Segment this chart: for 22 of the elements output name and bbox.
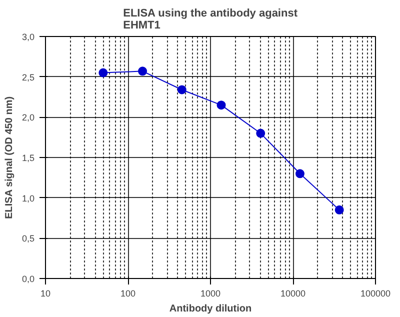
- chart-title: ELISA using the antibody against EHMT1: [123, 8, 298, 32]
- y-tick-label: 1,5: [22, 153, 35, 163]
- y-tick-label: 2,0: [22, 112, 35, 123]
- y-tick-label: 1,0: [22, 193, 35, 204]
- x-axis-title: Antibody dilution: [169, 304, 252, 314]
- point: [216, 100, 226, 110]
- point: [98, 68, 108, 78]
- x-tick-label: 10: [40, 288, 51, 298]
- y-tick-label: 2,5: [22, 72, 35, 82]
- point: [138, 66, 148, 76]
- x-tick-label: 100: [120, 288, 136, 298]
- x-tick-label: 1000: [200, 288, 221, 298]
- x-tick-label: 10000: [280, 288, 306, 298]
- point: [177, 85, 186, 94]
- y-axis-title: ELISA signal (OD 450 nm): [4, 96, 15, 219]
- y-tick-label: 3,0: [22, 32, 35, 42]
- point: [295, 169, 304, 178]
- point: [334, 205, 344, 214]
- point: [256, 128, 266, 138]
- y-tick-label: 0,5: [22, 234, 35, 244]
- y-tick-label: 0,0: [22, 274, 35, 284]
- x-tick-label: 100000: [360, 288, 391, 298]
